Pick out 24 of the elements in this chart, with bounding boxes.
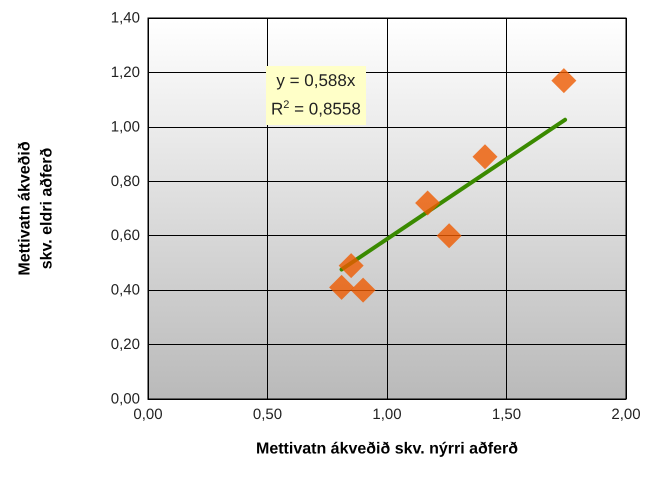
y-tick-label: 0,20 bbox=[110, 336, 140, 354]
y-tick-label: 1,40 bbox=[110, 10, 140, 26]
x-tick-label: 1,50 bbox=[492, 406, 522, 423]
annotation: y = 0,588x bbox=[276, 71, 356, 90]
y-tick-label: 0,00 bbox=[110, 390, 140, 408]
y-tick-label: 0,80 bbox=[110, 172, 140, 190]
point bbox=[350, 278, 376, 303]
x-tick-label: 2,00 bbox=[611, 406, 641, 423]
point bbox=[436, 223, 462, 248]
y-tick-label: 1,20 bbox=[110, 64, 140, 81]
annotation: R$^{2}$ = 0,8558 bbox=[271, 99, 361, 119]
x-tick-label: 0,50 bbox=[252, 406, 282, 423]
y-tick-label: 0,40 bbox=[110, 282, 140, 299]
point bbox=[472, 144, 498, 170]
y-axis-title: Mettivatn ákveðið skv. eldri aðferð bbox=[16, 141, 56, 276]
point bbox=[329, 274, 354, 300]
y-tick-label: 0,60 bbox=[110, 227, 140, 244]
point bbox=[338, 253, 364, 278]
x-tick-label: 1,00 bbox=[372, 406, 402, 423]
y-tick-label: 1,00 bbox=[110, 118, 140, 136]
x-axis-title: Mettivatn ákveðið skv. nýrri aðferð bbox=[256, 440, 518, 458]
point bbox=[551, 68, 576, 94]
x-tick-label: 0,00 bbox=[133, 406, 163, 423]
point bbox=[415, 190, 440, 216]
